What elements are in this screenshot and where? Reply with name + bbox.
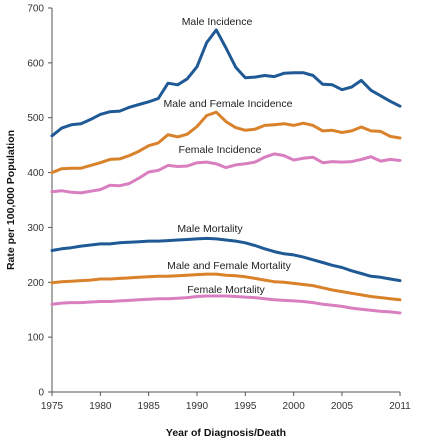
y-tick-label: 400 xyxy=(27,168,44,179)
y-tick-label: 0 xyxy=(38,388,44,399)
series-label-male-and-female-mortality: Male and Female Mortality xyxy=(167,260,291,272)
x-tick-label: 1980 xyxy=(89,401,112,412)
series-line-female-mortality xyxy=(50,294,402,315)
y-tick-label: 100 xyxy=(27,333,44,344)
x-tick-label: 2000 xyxy=(283,401,306,412)
x-axis-title: Year of Diagnosis/Death xyxy=(166,427,286,439)
series-line-male-incidence xyxy=(50,28,402,138)
y-tick-label: 500 xyxy=(27,113,44,124)
y-ticks: 0 100 200 300 400 500 600 700 xyxy=(27,4,52,399)
y-tick-label: 300 xyxy=(27,223,44,234)
y-tick-label: 200 xyxy=(27,278,44,289)
series-line-male-and-female-mortality xyxy=(50,272,402,302)
series-line-male-mortality xyxy=(50,236,402,283)
x-tick-label: 1995 xyxy=(234,401,257,412)
y-tick-label: 600 xyxy=(27,58,44,69)
x-tick-label: 1990 xyxy=(186,401,209,412)
series-label-female-mortality: Female Mortality xyxy=(187,284,265,296)
series-line-female-incidence xyxy=(50,152,402,195)
x-tick-label: 1985 xyxy=(138,401,161,412)
series-lines xyxy=(50,28,402,315)
series-label-male-mortality: Male Mortality xyxy=(177,223,243,235)
y-tick-label: 700 xyxy=(27,4,44,15)
series-label-male-incidence: Male Incidence xyxy=(182,16,253,28)
series-label-female-incidence: Female Incidence xyxy=(179,144,262,156)
x-ticks: 1975 1980 1985 1990 1995 2000 2005 2011 xyxy=(41,392,411,412)
y-axis-title: Rate per 100,000 Population xyxy=(5,130,17,270)
x-tick-label: 2011 xyxy=(389,401,411,412)
series-label-male-and-female-incidence: Male and Female Incidence xyxy=(164,98,293,110)
x-tick-label: 1975 xyxy=(41,401,64,412)
series-labels: Male Incidence Male and Female Incidence F… xyxy=(164,16,293,296)
x-tick-label: 2005 xyxy=(331,401,354,412)
series-line-male-and-female-incidence xyxy=(50,110,402,175)
